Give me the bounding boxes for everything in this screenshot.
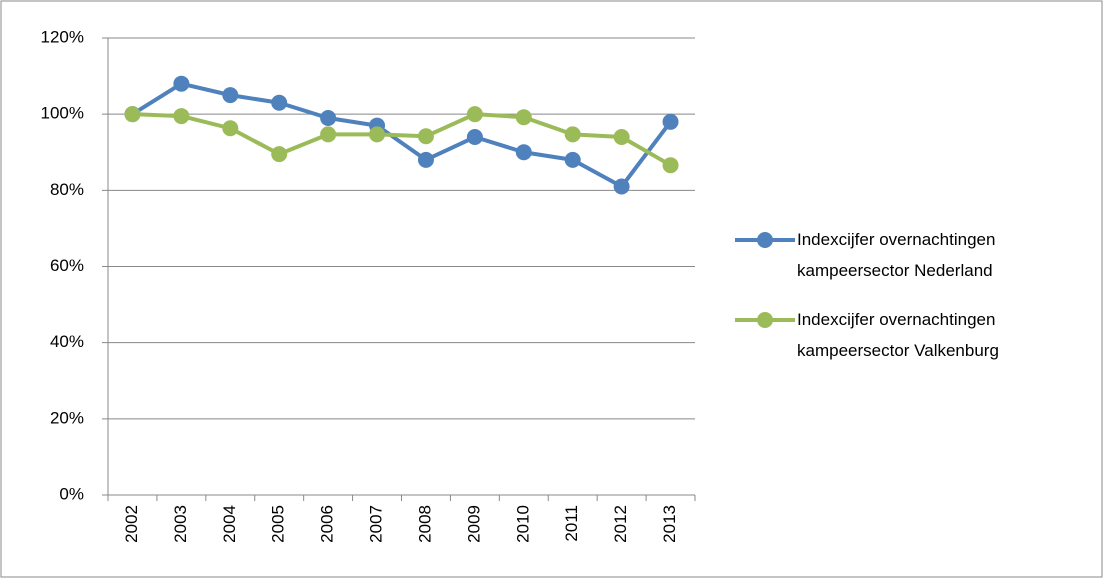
y-tick-label: 0%	[59, 484, 84, 503]
y-tick-label: 60%	[50, 256, 84, 275]
x-tick-label: 2006	[318, 505, 337, 543]
x-tick-label: 2005	[269, 505, 288, 543]
x-tick-label: 2008	[415, 505, 434, 543]
legend-label: Indexcijfer overnachtingen kampeersector…	[797, 310, 999, 360]
x-tick-label: 2004	[220, 505, 239, 543]
legend-label: Indexcijfer overnachtingen kampeersector…	[797, 230, 996, 280]
y-tick-label: 80%	[50, 180, 84, 199]
x-tick-label: 2010	[513, 505, 532, 543]
y-tick-label: 120%	[41, 27, 84, 46]
point	[613, 178, 630, 195]
point	[173, 75, 190, 92]
point	[662, 113, 679, 130]
point	[515, 109, 532, 126]
point	[466, 129, 483, 146]
y-tick-label: 100%	[41, 104, 84, 123]
point	[222, 120, 239, 137]
x-tick-label: 2011	[562, 505, 581, 542]
point	[271, 146, 288, 163]
point	[564, 126, 581, 143]
y-tick-label: 20%	[50, 408, 84, 427]
point	[320, 109, 337, 126]
point	[271, 94, 288, 111]
x-tick-label: 2002	[122, 505, 141, 543]
point	[662, 157, 679, 174]
point	[613, 129, 630, 146]
x-tick-label: 2013	[660, 505, 679, 543]
legend-marker	[757, 232, 773, 248]
point	[466, 106, 483, 123]
point	[320, 126, 337, 143]
point	[564, 151, 581, 168]
point	[369, 126, 386, 143]
point	[417, 128, 434, 145]
point	[124, 106, 141, 123]
point	[417, 151, 434, 168]
x-tick-label: 2003	[171, 505, 190, 543]
legend-marker	[757, 312, 773, 328]
x-tick-label: 2009	[464, 505, 483, 543]
y-tick-label: 40%	[50, 332, 84, 351]
series-line	[131, 81, 673, 189]
x-tick-label: 2012	[611, 505, 630, 543]
x-tick-label: 2007	[367, 505, 386, 543]
series-line	[132, 112, 672, 167]
point	[173, 108, 190, 125]
point	[515, 144, 532, 161]
point	[222, 87, 239, 104]
